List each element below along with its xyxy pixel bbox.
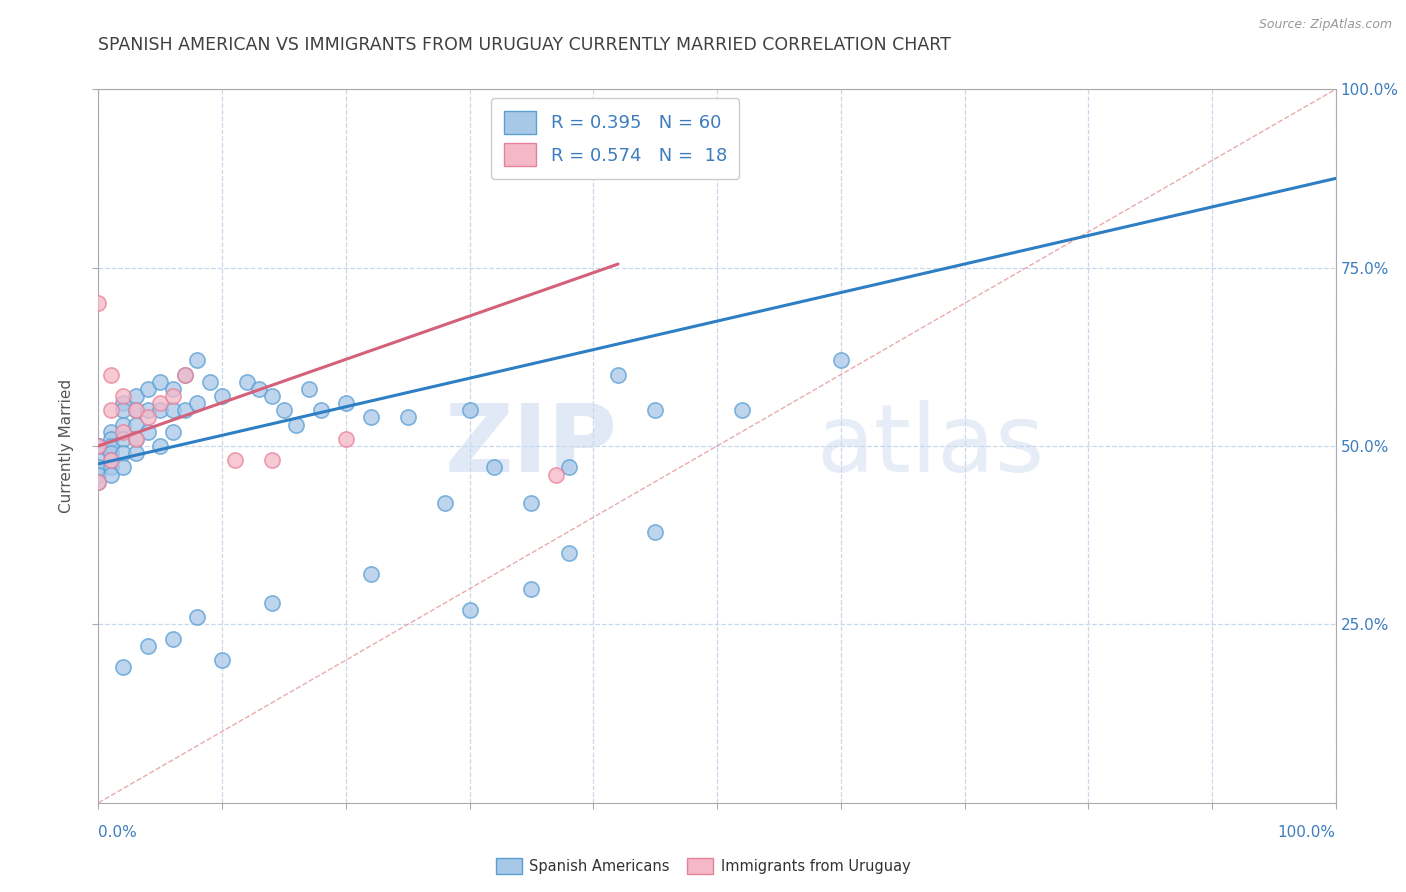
- Point: [87, 467, 110, 482]
- Point: [112, 403, 135, 417]
- Point: [124, 403, 146, 417]
- Point: [830, 353, 852, 368]
- Point: [644, 524, 666, 539]
- Point: [520, 582, 543, 596]
- Point: [136, 425, 159, 439]
- Point: [136, 639, 159, 653]
- Point: [149, 403, 172, 417]
- Point: [136, 410, 159, 425]
- Point: [100, 432, 122, 446]
- Point: [87, 439, 110, 453]
- Point: [87, 475, 110, 489]
- Point: [360, 567, 382, 582]
- Point: [87, 439, 110, 453]
- Point: [309, 403, 332, 417]
- Point: [360, 410, 382, 425]
- Point: [136, 382, 159, 396]
- Point: [298, 382, 321, 396]
- Point: [458, 603, 481, 617]
- Point: [100, 467, 122, 482]
- Point: [247, 382, 270, 396]
- Point: [162, 382, 184, 396]
- Point: [112, 396, 135, 410]
- Point: [260, 453, 283, 467]
- Text: 100.0%: 100.0%: [1278, 825, 1336, 840]
- Point: [174, 403, 197, 417]
- Point: [607, 368, 630, 382]
- Point: [260, 389, 283, 403]
- Point: [186, 396, 208, 410]
- Point: [112, 460, 135, 475]
- Point: [174, 368, 197, 382]
- Point: [236, 375, 259, 389]
- Point: [644, 403, 666, 417]
- Point: [162, 389, 184, 403]
- Point: [458, 403, 481, 417]
- Point: [124, 432, 146, 446]
- Legend: Spanish Americans, Immigrants from Uruguay: Spanish Americans, Immigrants from Urugu…: [489, 852, 917, 880]
- Point: [124, 446, 146, 460]
- Point: [174, 368, 197, 382]
- Point: [557, 460, 579, 475]
- Point: [136, 403, 159, 417]
- Point: [87, 439, 110, 453]
- Point: [162, 403, 184, 417]
- Text: atlas: atlas: [815, 400, 1045, 492]
- Point: [124, 403, 146, 417]
- Point: [87, 475, 110, 489]
- Text: Source: ZipAtlas.com: Source: ZipAtlas.com: [1258, 18, 1392, 31]
- Text: SPANISH AMERICAN VS IMMIGRANTS FROM URUGUAY CURRENTLY MARRIED CORRELATION CHART: SPANISH AMERICAN VS IMMIGRANTS FROM URUG…: [98, 36, 952, 54]
- Point: [211, 389, 233, 403]
- Point: [335, 396, 357, 410]
- Point: [484, 460, 506, 475]
- Point: [124, 432, 146, 446]
- Point: [557, 546, 579, 560]
- Point: [731, 403, 754, 417]
- Point: [124, 389, 146, 403]
- Point: [100, 403, 122, 417]
- Point: [100, 453, 122, 467]
- Point: [149, 396, 172, 410]
- Point: [87, 439, 110, 453]
- Point: [100, 453, 122, 467]
- Point: [100, 439, 122, 453]
- Point: [87, 439, 110, 453]
- Point: [87, 453, 110, 467]
- Point: [273, 403, 295, 417]
- Point: [112, 446, 135, 460]
- Point: [162, 632, 184, 646]
- Point: [112, 432, 135, 446]
- Point: [198, 375, 221, 389]
- Point: [149, 439, 172, 453]
- Text: ZIP: ZIP: [446, 400, 619, 492]
- Point: [112, 660, 135, 674]
- Point: [433, 496, 456, 510]
- Point: [285, 417, 308, 432]
- Point: [149, 375, 172, 389]
- Legend: R = 0.395   N = 60, R = 0.574   N =  18: R = 0.395 N = 60, R = 0.574 N = 18: [491, 98, 740, 179]
- Point: [186, 610, 208, 624]
- Point: [335, 432, 357, 446]
- Point: [100, 446, 122, 460]
- Point: [162, 425, 184, 439]
- Point: [520, 496, 543, 510]
- Point: [224, 453, 246, 467]
- Point: [112, 417, 135, 432]
- Point: [112, 389, 135, 403]
- Point: [186, 353, 208, 368]
- Point: [112, 425, 135, 439]
- Point: [124, 417, 146, 432]
- Point: [100, 425, 122, 439]
- Point: [87, 296, 110, 310]
- Point: [100, 460, 122, 475]
- Point: [396, 410, 419, 425]
- Text: 0.0%: 0.0%: [98, 825, 138, 840]
- Point: [211, 653, 233, 667]
- Point: [87, 460, 110, 475]
- Y-axis label: Currently Married: Currently Married: [59, 379, 75, 513]
- Point: [100, 368, 122, 382]
- Point: [260, 596, 283, 610]
- Point: [546, 467, 568, 482]
